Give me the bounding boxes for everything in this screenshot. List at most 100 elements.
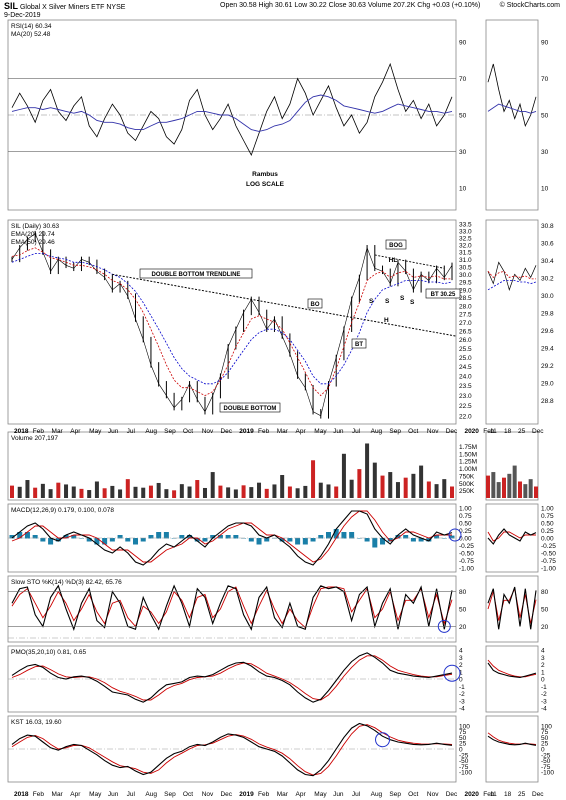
volume-bar: [17, 486, 22, 498]
macd-histogram-bar: [225, 535, 231, 539]
price-tick-label: 30.5: [459, 264, 472, 271]
rsi-inset-tick-label: 30: [541, 149, 549, 156]
pmo-tick-label: 3: [459, 655, 463, 662]
kst-inset-tick-label: 100: [541, 723, 552, 730]
macd-main-line: [11, 510, 453, 566]
rsi-ma-line: [11, 94, 453, 132]
x-axis-label: Nov: [427, 791, 439, 798]
sto-highlight-circle: [437, 619, 451, 633]
pmo-inset-tick-label: -3: [541, 698, 547, 705]
volume-bar: [395, 482, 400, 498]
price-tick-label: 26.0: [459, 337, 472, 344]
macd-tick-label: -0.25: [459, 543, 474, 550]
volume-bar: [226, 487, 231, 498]
sto-tick-label: 20: [459, 624, 467, 631]
annotation-h: H: [384, 317, 389, 324]
double-bottom-trendline: [112, 273, 457, 337]
macd-histogram-bar: [187, 535, 193, 539]
price-inset-tick-label: 30.0: [541, 293, 554, 300]
volume-bar: [33, 487, 38, 498]
annotation-bt-box: [351, 338, 367, 349]
x-axis-label: Sep: [164, 428, 176, 435]
kst-inset-tick-label: -25: [541, 752, 551, 759]
inset-frame-macd: [485, 503, 539, 573]
volume-bar: [172, 490, 177, 498]
rsi-legend-entry: RSI(14) 60.34: [11, 23, 52, 30]
macd-histogram-bar: [48, 538, 54, 545]
macd-histogram-bar: [325, 532, 331, 539]
volume-bar: [434, 484, 439, 498]
ema20-inset-line: [487, 270, 536, 280]
x-axis-label: 2018: [14, 428, 29, 435]
annotation-rambus: Rambus: [252, 171, 278, 178]
macd-histogram-bar: [217, 535, 223, 539]
pmo-inset-tick-label: 2: [541, 662, 545, 669]
price-inset-tick-label: 28.8: [541, 398, 554, 405]
annotation-bo-box: [307, 298, 323, 309]
macd-inset-tick-label: 0.50: [541, 521, 554, 528]
sto-tick-label: 80: [459, 589, 467, 596]
volume-bar: [133, 486, 138, 498]
volume-bar: [156, 482, 161, 498]
price-tick-label: 27.5: [459, 312, 472, 319]
volume-bar: [318, 482, 323, 498]
inset-x-axis-label: Dec: [532, 791, 544, 798]
pmo-tick-label: -4: [459, 706, 465, 713]
volume-inset-bar: [523, 484, 528, 498]
price-legend-entry: EMA(50) 29.46: [11, 239, 55, 246]
volume-bar: [419, 465, 424, 498]
x-axis-label: May: [89, 428, 102, 435]
annotation-s3: S: [400, 295, 405, 302]
x-axis-label: Apr: [296, 791, 307, 798]
volume-bar: [25, 480, 30, 498]
x-axis-label: Oct: [408, 428, 418, 435]
kst-signal-line: [11, 724, 453, 776]
volume-bar: [426, 481, 431, 498]
x-axis-label: Jul: [127, 428, 136, 435]
sto-inset-main-line: [487, 586, 537, 630]
macd-tick-label: 0.75: [459, 513, 472, 520]
macd-histogram-bar: [24, 532, 30, 539]
pmo-inset-tick-label: -2: [541, 691, 547, 698]
macd-histogram-bar: [310, 538, 316, 542]
volume-bar: [241, 485, 246, 498]
macd-histogram-bar: [410, 538, 416, 542]
volume-legend-entry: Volume 207,197: [11, 435, 58, 442]
inset-frame-rsi: [485, 19, 539, 211]
x-axis-label: Apr: [70, 791, 81, 798]
pmo-inset-signal-line: [487, 659, 537, 678]
macd-histogram-bar: [102, 538, 108, 545]
volume-bar: [218, 485, 223, 498]
macd-tick-label: 0.25: [459, 528, 472, 535]
pmo-main-line: [11, 652, 453, 703]
x-axis-label: 2020: [464, 428, 479, 435]
pmo-legend-entry: PMO(35,20,10) 0.81, 0.65: [11, 649, 87, 656]
ema50-line: [11, 253, 453, 385]
volume-tick-label: 1.50M: [459, 451, 477, 458]
macd-histogram-bar: [63, 535, 69, 539]
volume-bar: [334, 486, 339, 498]
x-axis-label: 2019: [239, 428, 254, 435]
rsi-tick-label: 10: [459, 185, 467, 192]
inset-frame-volume: [485, 431, 539, 501]
annotation-hl: HL: [389, 257, 398, 264]
volume-bar: [195, 480, 200, 498]
price-inset-tick-label: 29.4: [541, 346, 554, 353]
inset-x-axis-label: 11: [490, 428, 497, 435]
pmo-highlight-circle: [443, 664, 461, 682]
kst-tick-label: -25: [459, 752, 469, 759]
volume-bar: [102, 488, 107, 498]
credit-label: © StockCharts.com: [499, 2, 560, 9]
price-tick-label: 33.5: [459, 222, 472, 229]
volume-bar: [326, 484, 331, 498]
sto-signal-line: [11, 586, 453, 629]
volume-bar: [87, 490, 92, 498]
volume-bar: [372, 462, 377, 498]
annotation-bt-price: BT 30.25: [431, 292, 456, 298]
x-axis-label: Jul: [127, 791, 136, 798]
annotation-double-bottom-trendline: DOUBLE BOTTOM TRENDLINE: [152, 272, 241, 278]
macd-inset-tick-label: 0.00: [541, 536, 554, 543]
volume-bar: [365, 443, 370, 498]
x-axis-label: Feb: [33, 428, 45, 435]
